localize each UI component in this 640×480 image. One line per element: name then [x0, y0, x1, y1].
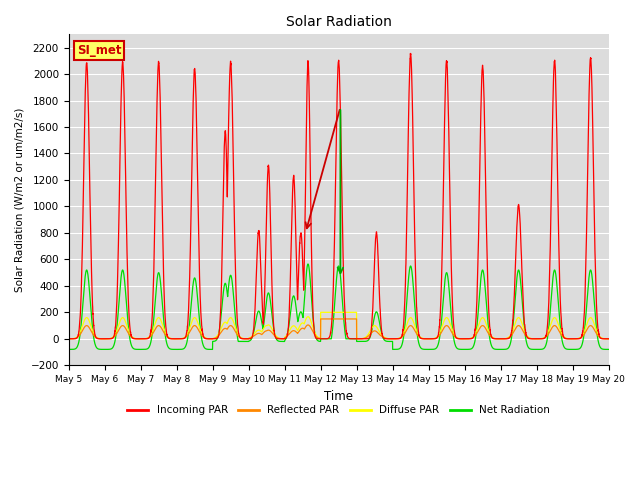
- Diffuse PAR: [319, 310, 326, 315]
- Net Radiation: [490, 346, 498, 352]
- Net Radiation: [605, 347, 612, 352]
- Reflected PAR: [605, 336, 612, 342]
- Diffuse PAR: [162, 330, 170, 336]
- Reflected PAR: [430, 336, 438, 341]
- Reflected PAR: [162, 332, 170, 338]
- Reflected PAR: [460, 336, 467, 342]
- Incoming PAR: [605, 336, 612, 342]
- Incoming PAR: [460, 336, 467, 342]
- Incoming PAR: [406, 50, 414, 56]
- Reflected PAR: [604, 336, 612, 342]
- Legend: Incoming PAR, Reflected PAR, Diffuse PAR, Net Radiation: Incoming PAR, Reflected PAR, Diffuse PAR…: [124, 401, 554, 420]
- X-axis label: Time: Time: [324, 390, 353, 403]
- Diffuse PAR: [460, 336, 467, 342]
- Line: Net Radiation: Net Radiation: [68, 264, 609, 349]
- Net Radiation: [430, 347, 438, 352]
- Net Radiation: [304, 261, 312, 267]
- Incoming PAR: [319, 336, 326, 342]
- Net Radiation: [319, 336, 326, 342]
- Line: Incoming PAR: Incoming PAR: [68, 53, 609, 339]
- Diffuse PAR: [65, 336, 72, 342]
- Diffuse PAR: [604, 336, 612, 342]
- Reflected PAR: [319, 316, 326, 322]
- Reflected PAR: [353, 336, 360, 342]
- Diffuse PAR: [605, 336, 612, 342]
- Net Radiation: [604, 347, 612, 352]
- Reflected PAR: [65, 336, 72, 342]
- Reflected PAR: [317, 316, 324, 322]
- Incoming PAR: [490, 336, 498, 342]
- Diffuse PAR: [430, 336, 438, 341]
- Diffuse PAR: [490, 336, 498, 341]
- Net Radiation: [460, 347, 467, 352]
- Line: Reflected PAR: Reflected PAR: [68, 319, 609, 339]
- Net Radiation: [173, 347, 180, 352]
- Incoming PAR: [353, 336, 360, 342]
- Diffuse PAR: [353, 336, 360, 342]
- Incoming PAR: [65, 336, 72, 342]
- Incoming PAR: [430, 336, 438, 342]
- Line: Diffuse PAR: Diffuse PAR: [68, 312, 609, 339]
- Net Radiation: [162, 335, 170, 341]
- Title: Solar Radiation: Solar Radiation: [285, 15, 392, 29]
- Net Radiation: [65, 347, 72, 352]
- Reflected PAR: [490, 336, 498, 341]
- Text: SI_met: SI_met: [77, 44, 121, 57]
- Y-axis label: Solar Radiation (W/m2 or um/m2/s): Solar Radiation (W/m2 or um/m2/s): [15, 108, 25, 292]
- Incoming PAR: [162, 322, 170, 327]
- Incoming PAR: [604, 336, 612, 342]
- Diffuse PAR: [317, 310, 324, 315]
